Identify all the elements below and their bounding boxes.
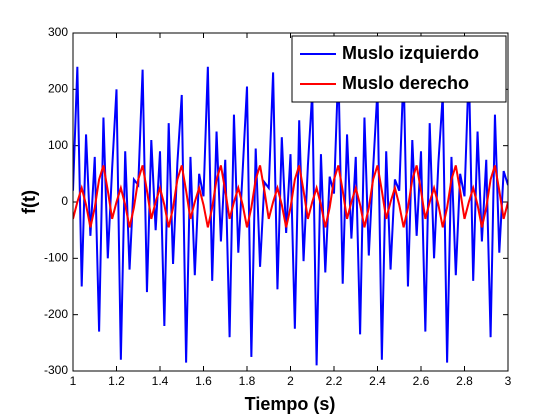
- legend-label: Muslo derecho: [342, 73, 469, 93]
- x-tick-label: 2.6: [413, 374, 430, 388]
- y-tick-label: 300: [48, 25, 68, 39]
- x-tick-label: 1.2: [108, 374, 125, 388]
- series-line: [73, 66, 508, 366]
- x-axis-label: Tiempo (s): [245, 394, 336, 414]
- y-tick-label: -200: [44, 307, 68, 321]
- legend-box: [291, 35, 507, 103]
- y-axis-label: f(t): [19, 190, 39, 214]
- x-tick-label: 3: [505, 374, 512, 388]
- x-tick-label: 1.4: [152, 374, 169, 388]
- y-tick-label: -100: [44, 251, 68, 265]
- x-tick-label: 1.8: [239, 374, 256, 388]
- x-tick-label: 2.8: [456, 374, 473, 388]
- legend-label: Muslo izquierdo: [342, 43, 479, 63]
- series-line: [73, 165, 508, 228]
- y-tick-label: 200: [48, 82, 68, 96]
- x-tick-label: 1: [70, 374, 77, 388]
- x-tick-label: 1.6: [195, 374, 212, 388]
- x-tick-label: 2.4: [369, 374, 386, 388]
- y-tick-label: -300: [44, 363, 68, 377]
- y-tick-label: 100: [48, 138, 68, 152]
- plot-frame: [72, 32, 509, 372]
- y-tick-label: 0: [61, 194, 68, 208]
- x-tick-label: 2.2: [326, 374, 343, 388]
- x-tick-label: 2: [287, 374, 294, 388]
